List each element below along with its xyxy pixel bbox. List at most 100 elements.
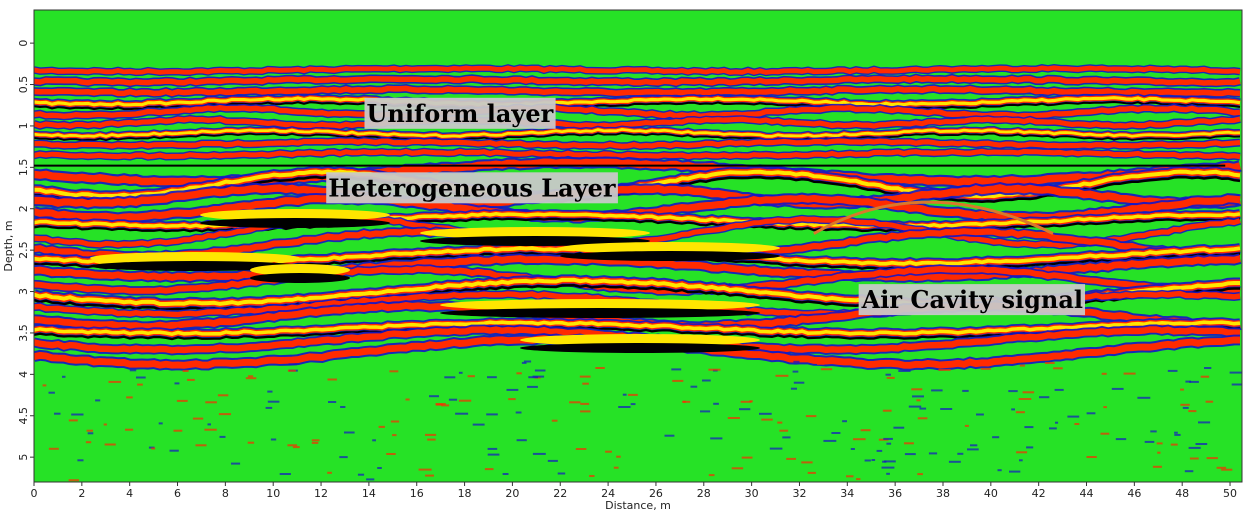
noise-streak xyxy=(575,448,587,450)
noise-streak xyxy=(279,473,291,475)
noise-streak xyxy=(377,467,382,469)
noise-streak xyxy=(205,401,217,404)
uniform-band-yellow xyxy=(34,127,1241,138)
noise-streak xyxy=(182,370,189,372)
bright-reflector xyxy=(250,264,350,276)
y-axis-label: Depth, m xyxy=(2,220,15,271)
uniform-band-red xyxy=(34,138,1241,149)
noise-streak xyxy=(1221,468,1233,471)
y-tick-label: 5 xyxy=(17,454,30,461)
noise-streak xyxy=(1188,446,1201,449)
hetero-band-yellow xyxy=(34,320,1241,337)
noise-streak xyxy=(964,424,969,427)
noise-streak xyxy=(912,395,924,398)
noise-streak xyxy=(622,393,627,396)
noise-streak xyxy=(702,379,711,382)
noise-streak xyxy=(1174,433,1181,436)
noise-streak xyxy=(919,407,927,410)
noise-streak xyxy=(682,400,691,403)
noise-streak xyxy=(664,434,675,437)
noise-streak xyxy=(427,438,436,441)
noise-streak xyxy=(917,473,923,476)
noise-streak xyxy=(340,406,346,408)
noise-streak xyxy=(792,370,799,373)
annotation-0: Uniform layer xyxy=(364,97,556,129)
y-tick-label: 2.5 xyxy=(17,241,30,259)
noise-streak xyxy=(886,376,895,379)
noise-streak xyxy=(390,420,400,423)
uniform-band xyxy=(34,63,1241,77)
dark-reflector xyxy=(250,273,350,283)
noise-streak xyxy=(502,473,509,475)
dark-reflector xyxy=(440,308,760,318)
x-tick-label: 44 xyxy=(1080,487,1094,500)
uniform-band xyxy=(34,114,1241,131)
noise-streak xyxy=(731,467,744,470)
noise-streak xyxy=(569,401,581,404)
noise-streak xyxy=(173,429,183,432)
noise-streak xyxy=(1198,421,1211,424)
x-tick-label: 46 xyxy=(1127,487,1141,500)
noise-streak xyxy=(823,439,837,442)
noise-streak xyxy=(1185,380,1191,383)
uniform-band xyxy=(34,147,1241,161)
bright-reflector xyxy=(90,252,300,264)
noise-streak xyxy=(231,462,241,465)
noise-streak xyxy=(418,468,432,471)
dark-reflector xyxy=(560,251,780,261)
noise-streak xyxy=(976,413,984,416)
noise-streak xyxy=(616,455,621,458)
x-tick-label: 42 xyxy=(1032,487,1046,500)
noise-streak xyxy=(782,436,791,439)
noise-streak xyxy=(595,367,605,369)
noise-streak xyxy=(1144,440,1155,443)
noise-streak xyxy=(713,402,719,405)
noise-streak xyxy=(389,370,399,373)
uniform-band-black xyxy=(34,132,1241,142)
noise-streak xyxy=(928,452,938,455)
uniform-band-red xyxy=(34,148,1241,160)
x-tick-label: 38 xyxy=(936,487,950,500)
uniform-band xyxy=(34,84,1241,98)
noise-streak xyxy=(864,459,871,462)
noise-streak xyxy=(405,398,410,401)
x-axis: 0 2 4 6 8 10 12 14 16 18 20 22 24 26 28 30 32 34 36 38 40 42 4… xyxy=(31,482,1237,500)
noise-streak xyxy=(288,363,298,366)
annotation-label: Uniform layer xyxy=(366,99,553,128)
noise-streak xyxy=(793,360,800,363)
noise-streak xyxy=(506,388,519,391)
noise-streak xyxy=(882,409,892,412)
noise-streak xyxy=(245,377,257,380)
x-tick-label: 0 xyxy=(31,487,38,500)
noise-streak xyxy=(372,439,376,442)
uniform-band-red xyxy=(34,116,1241,129)
noise-streak xyxy=(628,393,638,396)
noise-streak xyxy=(1216,466,1227,469)
dark-reflector xyxy=(520,343,760,353)
noise-streak xyxy=(532,452,546,455)
noise-streak xyxy=(392,434,397,437)
noise-streak xyxy=(62,375,66,378)
noise-streak xyxy=(1101,372,1107,375)
y-tick-label: 3 xyxy=(17,288,30,295)
noise-streak xyxy=(775,374,789,377)
noise-streak xyxy=(1150,430,1157,433)
noise-streak xyxy=(589,475,595,477)
noise-streak xyxy=(700,410,711,413)
noise-streak xyxy=(853,438,866,441)
noise-streak xyxy=(207,423,211,426)
noise-streak xyxy=(1074,423,1080,425)
noise-streak xyxy=(940,408,953,410)
noise-streak xyxy=(429,395,439,398)
noise-streak xyxy=(739,408,751,411)
x-tick-label: 10 xyxy=(266,487,280,500)
noise-streak xyxy=(1157,451,1161,454)
noise-streak xyxy=(425,433,437,436)
noise-streak xyxy=(759,412,772,415)
noise-streak xyxy=(126,396,133,399)
noise-streak xyxy=(881,466,895,469)
y-tick-label: 4.5 xyxy=(17,407,30,425)
noise-streak xyxy=(327,471,332,474)
noise-streak xyxy=(1008,390,1018,393)
noise-streak xyxy=(523,360,532,363)
